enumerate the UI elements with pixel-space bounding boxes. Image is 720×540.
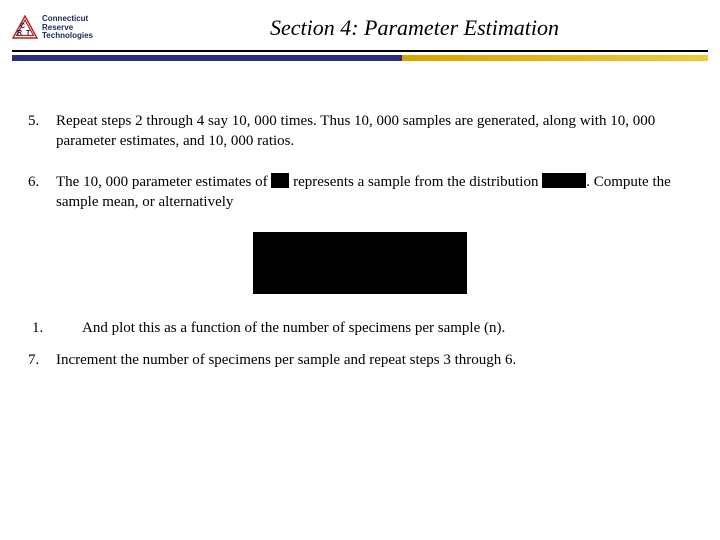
redaction-medium [542, 173, 586, 188]
logo-text: Connecticut Reserve Technologies [42, 15, 93, 40]
list-item: 6. The 10, 000 parameter estimates of re… [28, 172, 692, 213]
logo-triangle-icon: C R T [12, 15, 38, 41]
logo-line3: Technologies [42, 32, 93, 40]
svg-text:T: T [26, 30, 31, 37]
rule-thin [12, 50, 708, 52]
item-text: Increment the number of specimens per sa… [56, 350, 692, 370]
page-title: Section 4: Parameter Estimation [93, 15, 696, 41]
item-number: 7. [28, 350, 56, 370]
item-text: Repeat steps 2 through 4 say 10, 000 tim… [56, 111, 692, 152]
item-text: The 10, 000 parameter estimates of repre… [56, 172, 692, 213]
svg-text:R: R [17, 30, 22, 37]
content: 5. Repeat steps 2 through 4 say 10, 000 … [0, 61, 720, 371]
list-item: 1. And plot this as a function of the nu… [28, 318, 692, 338]
header-rule [0, 50, 720, 61]
header: C R T Connecticut Reserve Technologies S… [0, 0, 720, 48]
list-item: 7. Increment the number of specimens per… [28, 350, 692, 370]
redaction-block [253, 232, 467, 294]
item-text: And plot this as a function of the numbe… [82, 318, 692, 338]
svg-text:C: C [20, 23, 25, 30]
item-number: 6. [28, 172, 56, 213]
item-number: 5. [28, 111, 56, 152]
logo: C R T Connecticut Reserve Technologies [12, 15, 93, 41]
item6-pre: The 10, 000 parameter estimates of [56, 174, 271, 190]
item-number: 1. [28, 318, 82, 338]
item6-mid: represents a sample from the distributio… [289, 174, 542, 190]
redaction-small [271, 173, 289, 188]
list-item: 5. Repeat steps 2 through 4 say 10, 000 … [28, 111, 692, 152]
